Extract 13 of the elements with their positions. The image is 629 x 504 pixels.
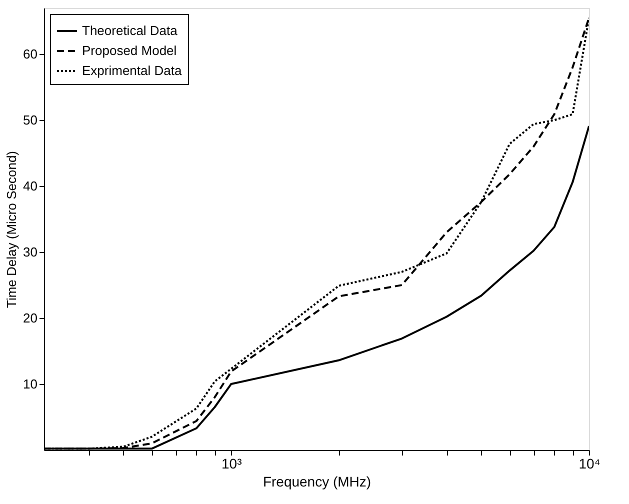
- y-tick-label: 40: [23, 178, 38, 194]
- y-tick-label: 20: [23, 310, 38, 326]
- x-tick-label: 10³: [222, 456, 242, 472]
- x-tick-label: 10⁴: [578, 456, 600, 472]
- legend-label: Theoretical Data: [82, 23, 178, 38]
- legend-label: Exprimental Data: [82, 63, 182, 78]
- y-tick-label: 60: [23, 46, 38, 62]
- y-tick-label: 50: [23, 112, 38, 128]
- y-axis-title: Time Delay (Micro Second): [4, 150, 20, 308]
- y-tick-label: 30: [23, 244, 38, 260]
- x-axis-title: Frequency (MHz): [262, 474, 372, 490]
- legend-label: Proposed Model: [82, 43, 177, 58]
- y-tick-label: 10: [23, 376, 38, 392]
